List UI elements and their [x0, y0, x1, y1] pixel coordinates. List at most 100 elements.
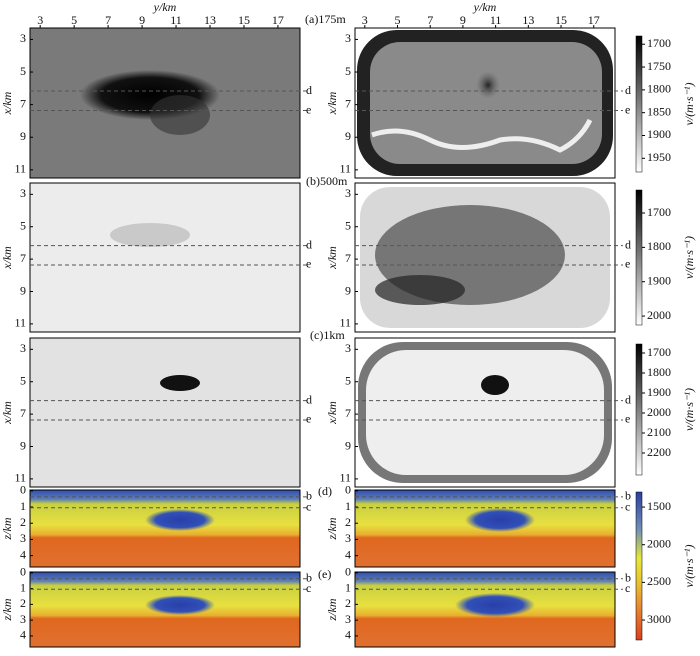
top-axis-label: y/km — [153, 0, 177, 14]
section-line-label: e — [625, 257, 630, 271]
section-line-label: e — [306, 102, 311, 116]
panel-frame — [29, 27, 301, 179]
panel-label: (c)1km — [310, 328, 345, 342]
tick-label: 7 — [345, 251, 351, 265]
tick-label: 9 — [345, 129, 351, 143]
top-tick-label: 17 — [588, 13, 600, 27]
tick-label: 3 — [345, 612, 351, 626]
tick-label: 1 — [345, 580, 351, 594]
tick-label: 9 — [20, 129, 26, 143]
tick-label: 2 — [20, 515, 26, 529]
tick-label: 2 — [345, 596, 351, 610]
panel-label: (a)175m — [305, 12, 346, 26]
panel-label: (d) — [318, 484, 332, 498]
top-tick-label: 15 — [555, 13, 567, 27]
top-tick-label: 9 — [139, 13, 145, 27]
tick-label: 3 — [345, 31, 351, 45]
panel-frame — [354, 182, 616, 333]
tick-label: 3 — [345, 341, 351, 355]
colorbar-tick-label: 3000 — [647, 612, 671, 626]
tick-label: 5 — [20, 373, 26, 387]
panel-frame — [29, 337, 301, 488]
image-left-c — [30, 338, 300, 487]
tick-label: 11 — [339, 162, 351, 176]
section-line-label: d — [306, 392, 312, 406]
top-tick-label: 3 — [362, 13, 368, 27]
tick-label: 7 — [345, 96, 351, 110]
tick-label: 3 — [20, 186, 26, 200]
section-line-label: d — [625, 83, 631, 97]
top-tick-label: 5 — [71, 13, 77, 27]
tick-label: 0 — [345, 483, 351, 497]
section-line-label: c — [306, 499, 311, 513]
axis-label: z/km — [325, 517, 339, 540]
tick-label: 3 — [20, 31, 26, 45]
image-left-b — [30, 183, 300, 332]
tick-label: 5 — [345, 218, 351, 232]
tick-label: 0 — [345, 565, 351, 579]
panel-frame — [29, 571, 301, 648]
section-line-label: c — [625, 581, 630, 595]
images — [30, 28, 615, 647]
tick-label: 4 — [345, 547, 351, 561]
colorbar-tick-label: 1950 — [647, 150, 671, 164]
section-line-label: d — [625, 237, 631, 251]
colorbar — [635, 491, 643, 641]
tick-label: 4 — [20, 628, 26, 642]
section-line-label: e — [625, 412, 630, 426]
colorbar — [635, 35, 643, 173]
top-tick-label: 17 — [272, 13, 284, 27]
panel-label: (b)500m — [306, 174, 348, 188]
section-line-label: e — [625, 102, 630, 116]
tick-label: 0 — [20, 483, 26, 497]
colorbar-tick-label: 1900 — [647, 385, 671, 399]
panel-frame — [354, 27, 616, 179]
tick-label: 1 — [345, 499, 351, 513]
panel-frame — [354, 489, 616, 568]
colorbar — [635, 189, 643, 326]
tick-label: 3 — [20, 612, 26, 626]
colorbar-tick-label: 1850 — [647, 104, 671, 118]
axis-label: x/km — [0, 401, 14, 425]
tick-label: 3 — [345, 531, 351, 545]
section-line-label: c — [625, 499, 630, 513]
colorbar-label: v/(m·s⁻¹) — [682, 545, 696, 588]
section-line-label: b — [625, 571, 631, 585]
tick-label: 5 — [345, 64, 351, 78]
tick-label: 2 — [345, 515, 351, 529]
colorbar-tick-label: 1800 — [647, 365, 671, 379]
section-line-label: e — [306, 412, 311, 426]
axis-label: x/km — [0, 246, 14, 270]
tick-label: 2 — [20, 596, 26, 610]
axis-label: x/km — [325, 246, 339, 270]
tick-label: 3 — [345, 186, 351, 200]
section-line-label: e — [306, 257, 311, 271]
colorbar-tick-label: 1500 — [647, 499, 671, 513]
tick-label: 11 — [339, 316, 351, 330]
top-tick-label: 3 — [37, 13, 43, 27]
tick-label: 9 — [345, 283, 351, 297]
section-line-label: b — [625, 489, 631, 503]
colorbar-tick-label: 2100 — [647, 425, 671, 439]
top-tick-label: 13 — [522, 13, 534, 27]
top-tick-label: 7 — [105, 13, 111, 27]
section-line-label: d — [625, 392, 631, 406]
colorbar-tick-label: 1800 — [647, 239, 671, 253]
panel-frame — [354, 571, 616, 648]
tick-label: 4 — [20, 547, 26, 561]
top-tick-label: 11 — [170, 13, 182, 27]
tick-label: 5 — [345, 373, 351, 387]
axis-label: z/km — [0, 517, 14, 540]
top-tick-label: 11 — [490, 13, 502, 27]
tick-label: 9 — [20, 283, 26, 297]
panel-frame — [354, 337, 616, 488]
colorbar-label: v/(m·s⁻¹) — [682, 236, 696, 279]
tick-label: 7 — [20, 406, 26, 420]
axis-label: x/km — [325, 401, 339, 425]
tick-label: 0 — [20, 565, 26, 579]
axis-label: z/km — [0, 598, 14, 621]
tick-label: 11 — [339, 471, 351, 485]
tick-label: 11 — [14, 471, 26, 485]
tick-label: 11 — [14, 162, 26, 176]
